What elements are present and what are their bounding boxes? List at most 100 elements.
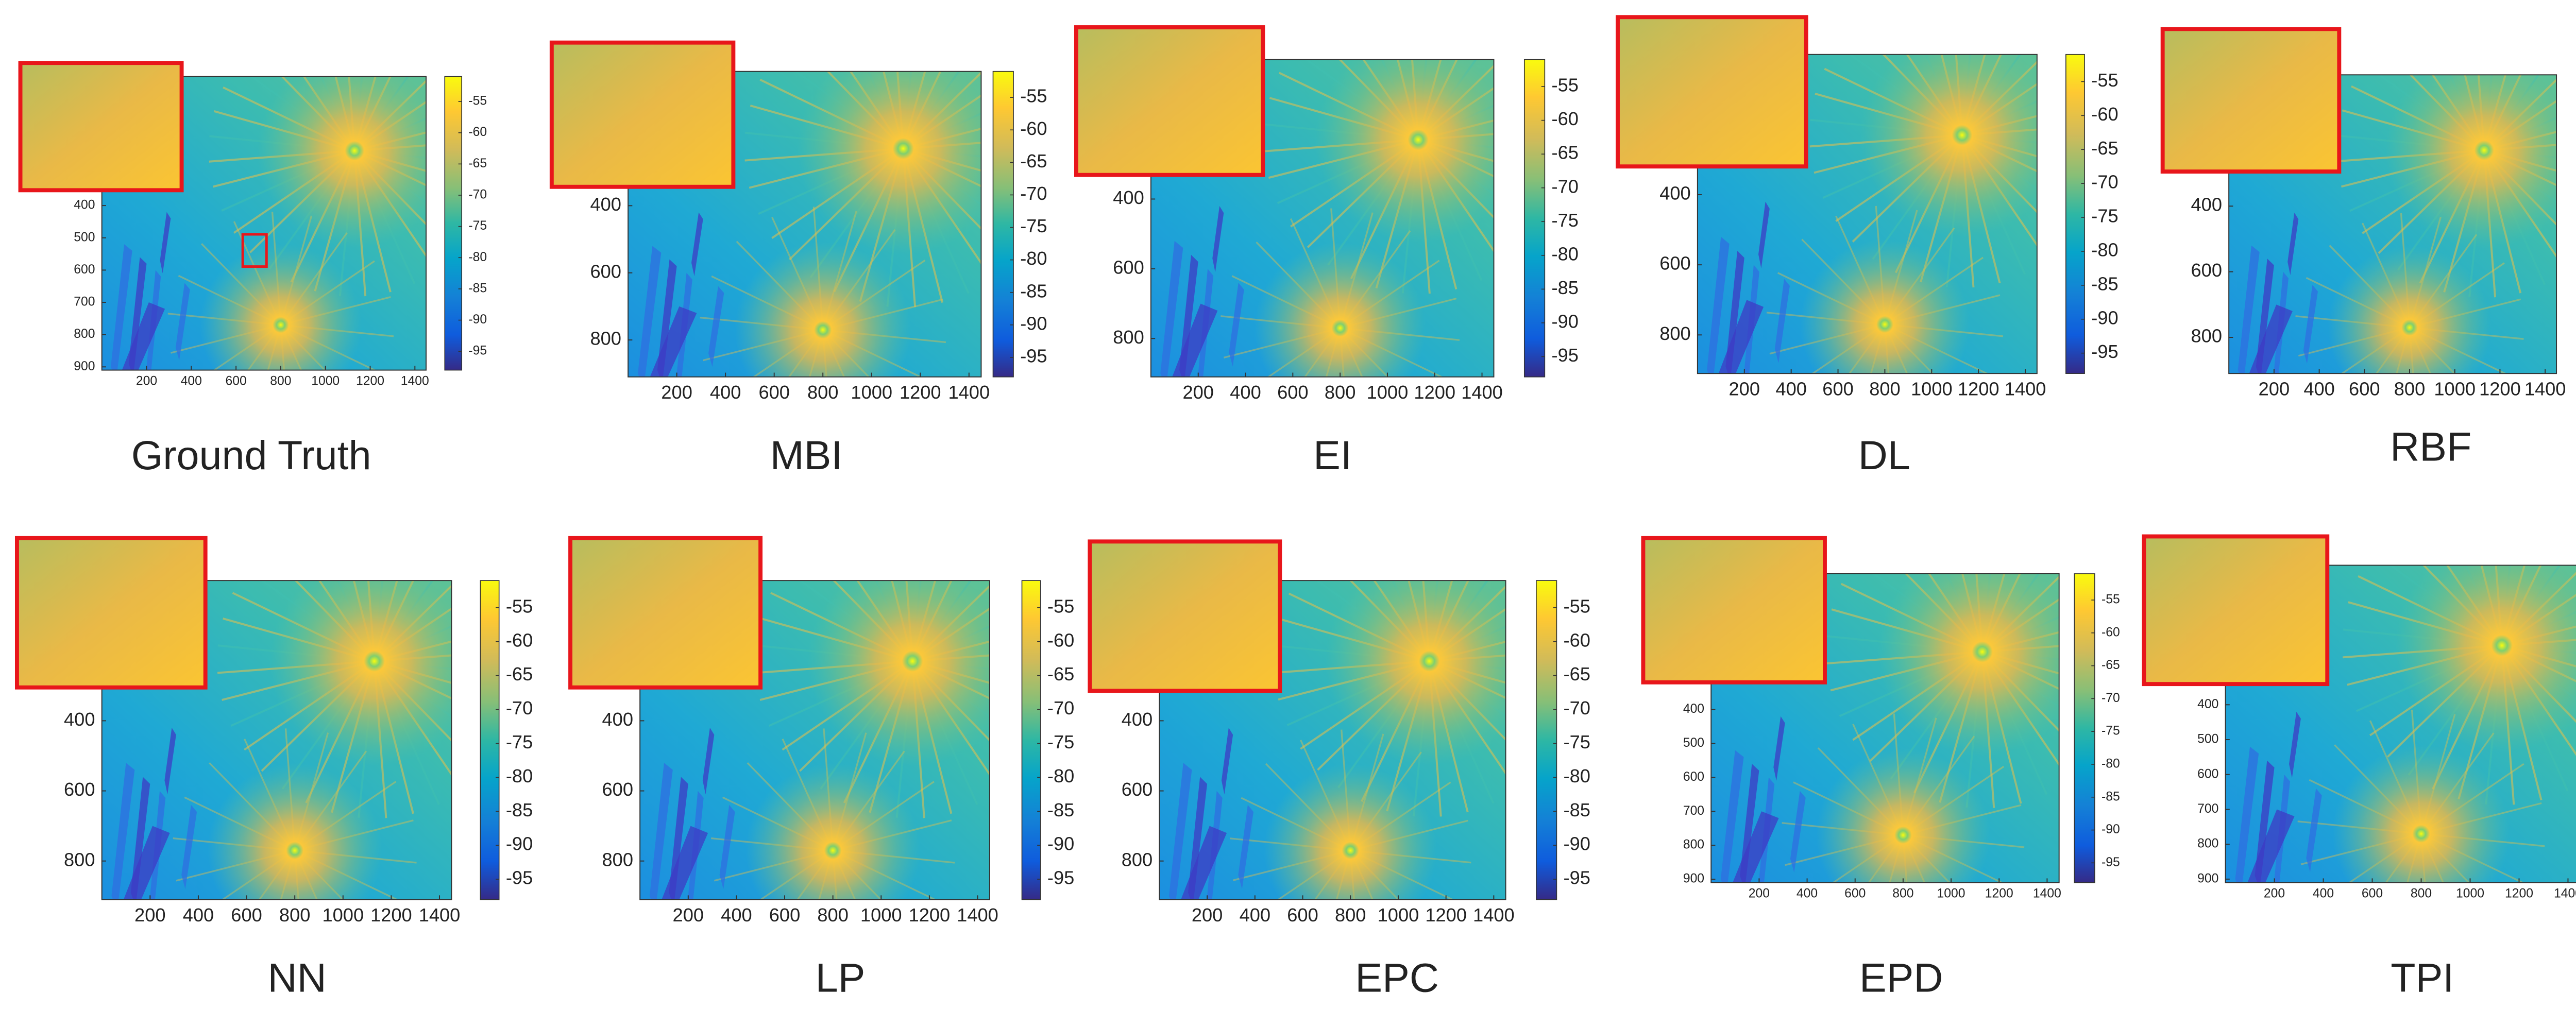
heatmap <box>1159 580 1506 900</box>
colorbar-tick-label: -85 <box>468 281 487 295</box>
colorbar-tick-label: -85 <box>1564 799 1590 820</box>
x-tick-label: 200 <box>2264 886 2285 900</box>
panel-title: EPC <box>1355 955 1439 1001</box>
y-tick-label: 600 <box>602 779 633 800</box>
colorbar-tick-label: -80 <box>1020 248 1047 269</box>
signal-source <box>1800 239 1970 374</box>
colorbar-tick-label: -65 <box>1047 663 1074 684</box>
colorbar-tick-label: -95 <box>1020 345 1047 366</box>
x-tick-label: 1400 <box>2524 378 2566 399</box>
plot-frame <box>101 580 452 900</box>
x-tick-label: 1400 <box>419 904 461 926</box>
colorbar-tick-label: -60 <box>1564 629 1590 651</box>
x-tick-label: 800 <box>807 382 838 403</box>
building-shadow <box>2255 760 2275 883</box>
x-tick-label: 600 <box>1277 382 1308 403</box>
y-tick-label: 700 <box>2197 802 2218 816</box>
colorbar-tick-label: -70 <box>2091 172 2118 193</box>
signal-source <box>1860 54 2037 237</box>
signal-source <box>745 763 921 900</box>
colorbar-tick-label: -55 <box>468 94 487 108</box>
y-tick-label: 500 <box>2197 732 2218 746</box>
building-shadow <box>164 728 176 795</box>
building-shadow <box>1160 241 1183 377</box>
y-tick-label: 400 <box>2197 697 2218 711</box>
x-tick-label: 1200 <box>356 374 384 388</box>
colorbar-tick-label: -90 <box>2091 307 2118 328</box>
y-tick-label: 400 <box>2191 194 2222 215</box>
x-tick-label: 400 <box>1230 382 1261 403</box>
x-tick-label: 1400 <box>1473 904 1515 926</box>
y-tick-label: 800 <box>2197 837 2218 851</box>
heatmap <box>101 76 427 370</box>
building-shadow <box>638 246 662 377</box>
x-tick-label: 600 <box>758 382 789 403</box>
signal-source <box>807 580 990 766</box>
colorbar-tick-label: -90 <box>1552 311 1579 332</box>
signal-source <box>2328 246 2492 374</box>
colorbar-tick-label: -65 <box>1020 150 1047 172</box>
x-tick-label: 1400 <box>2554 886 2576 900</box>
colorbar-tick-label: -55 <box>506 595 533 617</box>
colorbar-tick-label: -55 <box>1020 85 1047 107</box>
y-tick-label: 800 <box>1122 849 1153 870</box>
x-tick-label: 600 <box>769 904 800 926</box>
signal-source <box>1878 573 2059 757</box>
panel-title: EPD <box>1859 955 1943 1001</box>
plot-frame <box>1697 54 2038 374</box>
building-shadow <box>175 283 190 361</box>
building-shadow <box>1179 254 1198 377</box>
building-shadow <box>160 212 171 273</box>
x-tick-label: 200 <box>136 374 157 388</box>
y-tick-label: 600 <box>1683 770 1704 784</box>
colorbar-tick-label: -85 <box>2102 790 2120 803</box>
colorbar-tick-label: -70 <box>1020 183 1047 204</box>
panel-title: MBI <box>770 432 843 478</box>
building-shadow <box>1758 201 1770 268</box>
signal-source <box>1315 59 1494 243</box>
signal-source <box>257 76 427 248</box>
y-tick-label: 400 <box>602 709 633 730</box>
x-tick-label: 200 <box>661 382 692 403</box>
x-tick-label: 1400 <box>2005 378 2046 399</box>
colorbar-tick-label: -55 <box>2091 70 2118 91</box>
building-shadow <box>1221 728 1233 795</box>
colorbar-tick-label: -95 <box>468 344 487 358</box>
signal-source <box>1816 748 1990 883</box>
y-tick-label: 800 <box>64 849 95 870</box>
zoom-inset <box>1641 536 1827 684</box>
x-tick-label: 1000 <box>2456 886 2484 900</box>
signal-source <box>269 580 452 766</box>
colorbar <box>2065 54 2085 374</box>
zoom-inset <box>2142 534 2330 687</box>
x-tick-label: 200 <box>2259 378 2290 399</box>
y-tick-label: 500 <box>1683 736 1704 750</box>
x-tick-label: 800 <box>1335 904 1366 926</box>
colorbar-tick-label: -70 <box>1552 176 1579 197</box>
colorbar-tick-label: -75 <box>2091 206 2118 227</box>
panel-title: TPI <box>2391 955 2454 1001</box>
x-tick-label: 1000 <box>322 904 364 926</box>
x-tick-label: 1200 <box>370 904 412 926</box>
panel: 200 400 600 800 1000 1200 1400 400 500 600 700 800 9… <box>1641 536 2120 1001</box>
panel-title: DL <box>1858 432 1910 478</box>
y-tick-label: 800 <box>602 849 633 870</box>
building-shadow <box>1181 826 1227 900</box>
building-shadow <box>123 826 170 900</box>
colorbar-tick-label: -65 <box>468 157 487 170</box>
y-tick-label: 400 <box>1683 702 1704 716</box>
colorbar-tick-label: -75 <box>468 219 487 233</box>
panel-title: Ground Truth <box>131 432 371 478</box>
colorbar-tick-label: -75 <box>506 731 533 752</box>
panel: 200 400 600 800 1000 1200 1400 400 500 600 700 800 9… <box>2142 534 2576 1001</box>
heatmap <box>1150 59 1494 377</box>
y-tick-label: 700 <box>74 295 95 309</box>
colorbar <box>992 71 1014 378</box>
x-tick-label: 200 <box>1182 382 1213 403</box>
building-shadow <box>2287 212 2299 275</box>
x-tick-label: 1000 <box>851 382 892 403</box>
